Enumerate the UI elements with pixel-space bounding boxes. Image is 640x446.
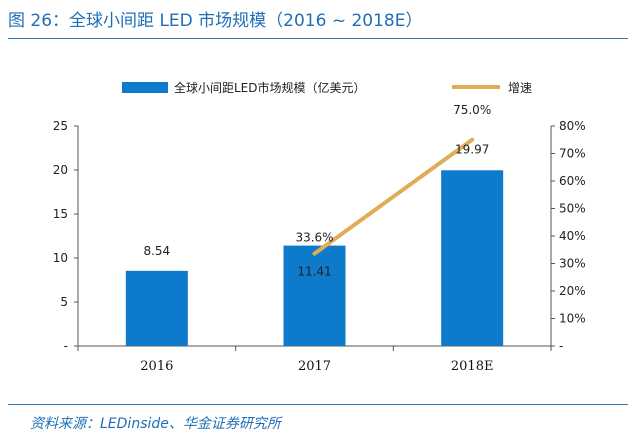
title-rule xyxy=(8,38,628,39)
source-note: 资料来源：LEDinside、华金证券研究所 xyxy=(30,416,281,432)
right-axis-tick-label: 30% xyxy=(559,257,586,271)
right-axis-tick-label: - xyxy=(559,339,563,353)
bar-2017 xyxy=(283,245,346,346)
right-axis-tick-label: 10% xyxy=(559,312,586,326)
legend-label-growth: 增速 xyxy=(508,81,532,95)
right-axis-tick-label: 80% xyxy=(559,119,586,133)
right-axis-tick-label: 60% xyxy=(559,174,586,188)
growth-line xyxy=(312,137,475,256)
left-axis-tick-label: - xyxy=(64,339,68,353)
chart: 全球小间距LED市场规模（亿美元） 增速 - 5 10 15 20 25 - 10% 20% 30… xyxy=(53,80,586,374)
legend-label-market-size: 全球小间距LED市场规模（亿美元） xyxy=(174,80,366,95)
bar-value-label: 8.54 xyxy=(143,244,170,258)
legend-swatch-market-size xyxy=(122,82,168,93)
left-axis-tick-label: 10 xyxy=(53,251,68,265)
axes: - 5 10 15 20 25 - 10% 20% 30% 40% 50% 60% 70% 80% 2016 2… xyxy=(53,119,586,374)
bar-value-label: 11.41 xyxy=(297,265,331,279)
right-axis-tick-label: 40% xyxy=(559,229,586,243)
bars xyxy=(125,170,504,346)
growth-value-label: 33.6% xyxy=(295,231,333,245)
bar-2016 xyxy=(125,270,188,346)
source-rule xyxy=(8,404,628,405)
data-labels: 8.54 11.41 19.97 33.6% 75.0% xyxy=(143,103,491,279)
bar-value-label: 19.97 xyxy=(455,142,489,156)
x-axis-category-label: 2017 xyxy=(298,359,331,374)
left-axis-tick-label: 25 xyxy=(53,119,68,133)
right-axis-tick-label: 20% xyxy=(559,284,586,298)
left-axis-tick-label: 5 xyxy=(60,295,68,309)
left-axis-tick-label: 15 xyxy=(53,207,68,221)
figure-title: 图 26：全球小间距 LED 市场规模（2016 ~ 2018E） xyxy=(8,11,423,31)
left-axis-tick-label: 20 xyxy=(53,163,68,177)
legend: 全球小间距LED市场规模（亿美元） 增速 xyxy=(122,80,532,95)
right-axis-tick-label: 70% xyxy=(559,147,586,161)
right-axis-tick-label: 50% xyxy=(559,202,586,216)
x-axis-category-label: 2018E xyxy=(451,359,494,374)
bar-2018E xyxy=(441,170,504,346)
growth-value-label: 75.0% xyxy=(453,103,491,117)
growth-line-path xyxy=(312,137,475,256)
x-axis-category-label: 2016 xyxy=(140,359,173,374)
